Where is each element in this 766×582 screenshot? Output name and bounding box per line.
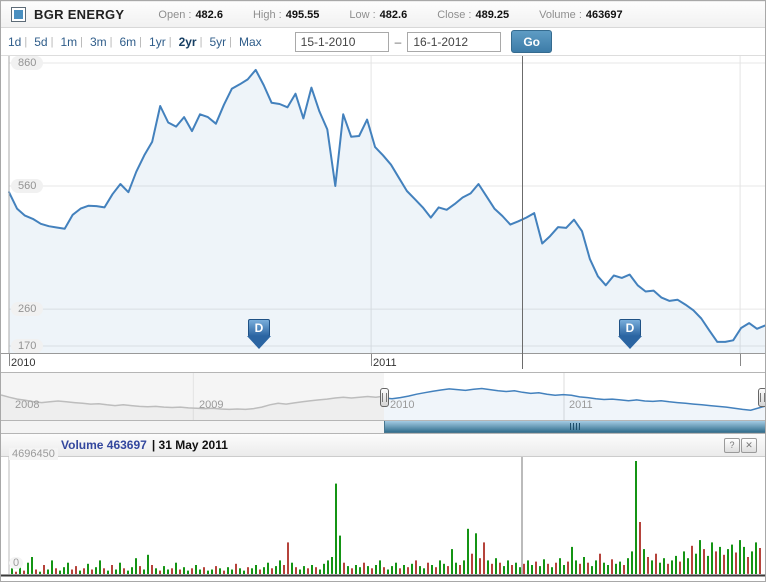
range-toolbar: 1d| 5d| 1m| 3m| 6m| 1yr| 2yr| 5yr| Max –… — [1, 28, 765, 56]
range-6m[interactable]: 6m — [119, 34, 137, 49]
price-chart-plot[interactable]: 860 560 260 170 D D — [1, 55, 765, 369]
quote-header: BGR ENERGY Open :482.6 High :495.55 Low … — [1, 1, 765, 28]
close-label: Close : — [437, 8, 472, 21]
separator: | — [229, 35, 232, 48]
range-5yr[interactable]: 5yr — [209, 34, 227, 49]
crosshair-line — [522, 56, 523, 369]
volume-field: Volume :463697 — [539, 9, 623, 21]
range-2yr[interactable]: 2yr — [178, 34, 197, 49]
open-value: 482.6 — [195, 8, 223, 21]
high-value: 495.55 — [285, 8, 320, 21]
volume-label: Volume : — [539, 8, 582, 21]
price-chart-svg — [8, 56, 765, 353]
dividend-marker[interactable]: D — [617, 319, 643, 349]
x-axis: 2010 2011 — [1, 353, 765, 372]
low-field: Low :482.6 — [349, 9, 407, 21]
navigator-svg — [1, 373, 765, 420]
dividend-marker-icon: D — [248, 319, 270, 337]
date-range-controls: – Go — [294, 30, 553, 53]
y-axis-label: 170 — [11, 339, 44, 354]
navigator-label-2010: 2010 — [390, 399, 415, 411]
navigator-right-handle[interactable] — [758, 388, 765, 407]
close-field: Close :489.25 — [437, 9, 509, 21]
volume-header: Volume 463697 | 31 May 2011 ? ✕ 4696450 — [1, 434, 765, 460]
volume-date: | 31 May 2011 — [151, 438, 228, 452]
open-label: Open : — [158, 8, 192, 21]
range-max[interactable]: Max — [238, 34, 262, 49]
scrollbar-thumb[interactable] — [384, 421, 765, 433]
volume-value: 463697 — [585, 8, 623, 21]
scrollbar-track[interactable] — [1, 421, 765, 434]
volume-ymax-label: 4696450 — [9, 448, 58, 460]
navigator-label-2008: 2008 — [15, 399, 40, 411]
range-3m[interactable]: 3m — [89, 34, 107, 49]
navigator-label-2009: 2009 — [199, 399, 224, 411]
stock-series-icon — [11, 7, 26, 22]
range-5d[interactable]: 5d — [34, 34, 48, 49]
go-button[interactable]: Go — [511, 30, 553, 53]
separator: | — [80, 35, 83, 48]
navigator-left-handle[interactable] — [380, 388, 389, 407]
separator: | — [199, 35, 203, 48]
x-axis-tick — [371, 354, 372, 366]
scrollbar-grip-icon — [569, 423, 581, 430]
y-axis-label: 560 — [11, 179, 44, 194]
navigator-label-2011: 2011 — [569, 399, 593, 411]
separator: | — [50, 35, 54, 48]
dividend-marker[interactable]: D — [246, 319, 272, 349]
range-1yr[interactable]: 1yr — [149, 34, 166, 49]
x-axis-tick — [9, 354, 10, 366]
volume-title: Volume 463697 — [61, 438, 147, 452]
date-range-dash: – — [394, 34, 402, 49]
y-axis-label: 860 — [11, 55, 44, 70]
separator: | — [168, 35, 172, 48]
volume-chart-plot[interactable]: 0 — [1, 457, 765, 581]
low-value: 482.6 — [379, 8, 408, 21]
high-label: High : — [252, 8, 282, 21]
low-label: Low : — [349, 8, 376, 21]
date-to-input[interactable] — [407, 31, 502, 52]
separator: | — [109, 35, 113, 48]
stock-symbol: BGR ENERGY — [34, 7, 125, 22]
x-axis-tick — [740, 354, 741, 366]
volume-ymin-label: 0 — [9, 557, 24, 569]
open-field: Open :482.6 — [158, 9, 223, 21]
range-1m[interactable]: 1m — [60, 34, 78, 49]
high-field: High :495.55 — [253, 9, 319, 21]
separator: | — [139, 35, 143, 48]
range-navigator[interactable]: 2008 2009 2010 2011 — [1, 372, 765, 421]
x-axis-label-2011: 2011 — [373, 357, 397, 369]
volume-chart-svg — [1, 457, 765, 577]
y-axis-label: 260 — [11, 302, 44, 317]
dividend-marker-arrow-icon — [618, 336, 642, 349]
date-from-input[interactable] — [294, 31, 389, 52]
close-button[interactable]: ✕ — [741, 438, 757, 453]
dividend-marker-arrow-icon — [247, 336, 271, 349]
help-button[interactable]: ? — [724, 438, 740, 453]
range-1d[interactable]: 1d — [8, 34, 22, 49]
dividend-marker-icon: D — [619, 319, 641, 337]
close-value: 489.25 — [475, 8, 510, 21]
x-axis-label-2010: 2010 — [11, 357, 36, 369]
separator: | — [24, 35, 28, 48]
volume-panel: Volume 463697 | 31 May 2011 ? ✕ 4696450 … — [1, 434, 765, 581]
